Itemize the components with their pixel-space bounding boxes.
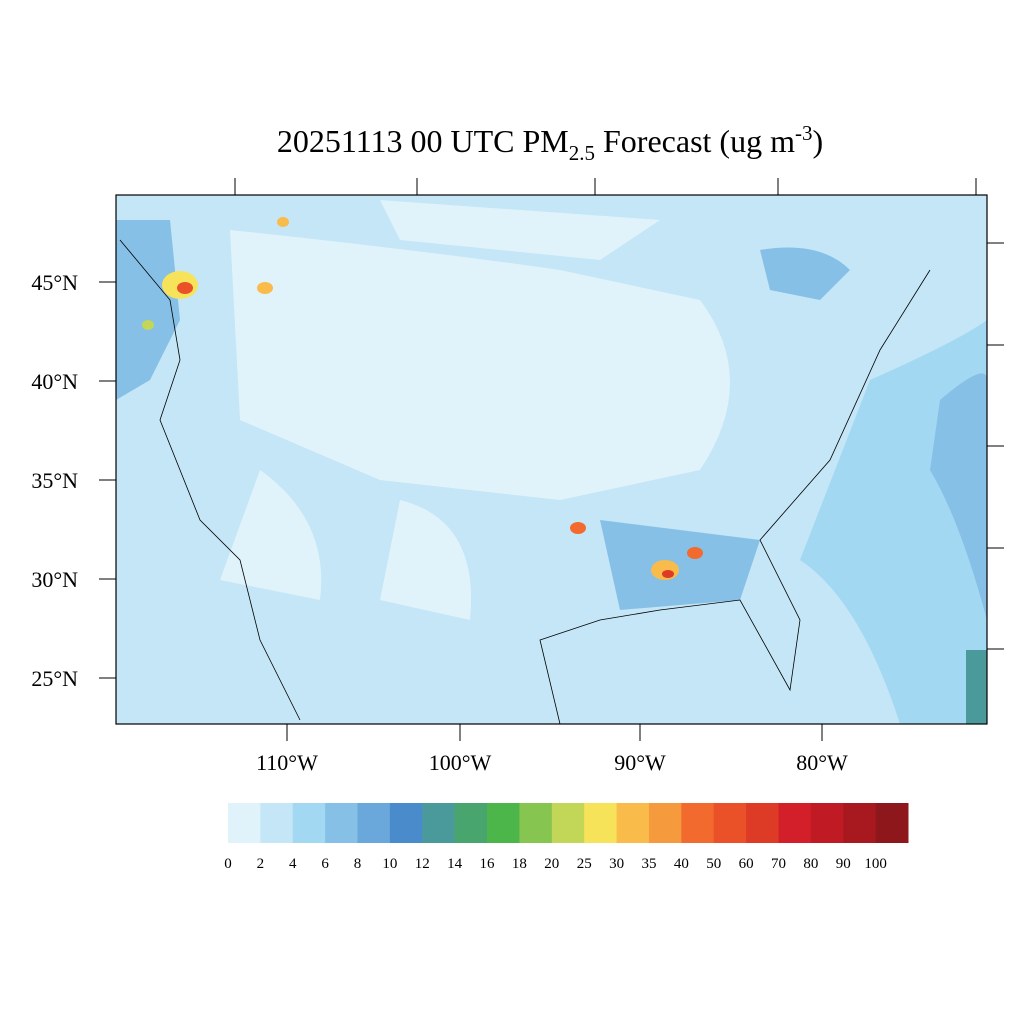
colorbar-box: [228, 803, 261, 843]
colorbar-label: 30: [609, 856, 624, 872]
latitude-label: 40°N: [31, 369, 78, 394]
title: 20251113 00 UTC PM2.5 Forecast (ug m-3): [277, 121, 823, 165]
colorbar-label: 60: [739, 856, 754, 872]
colorbar-box: [648, 803, 682, 843]
colorbar-label: 50: [706, 856, 721, 872]
colorbar-label: 80: [803, 856, 818, 872]
colorbar-box: [519, 803, 553, 843]
colorbar-box: [681, 803, 715, 843]
colorbar-label: 90: [836, 856, 851, 872]
colorbar-label: 2: [257, 856, 265, 872]
latitude-label: 25°N: [31, 666, 78, 691]
colorbar-label: 40: [674, 856, 689, 872]
colorbar-box: [551, 803, 585, 843]
colorbar-label: 100: [864, 856, 887, 872]
colorbar-box: [746, 803, 779, 843]
colorbar-label: 14: [447, 856, 463, 872]
title-superscript: -3: [795, 121, 813, 145]
colorbar-label: 0: [224, 856, 232, 872]
colorbar-label: 70: [771, 856, 786, 872]
colorbar-label: 12: [415, 856, 430, 872]
colorbar-box: [875, 803, 909, 843]
colorbar-box: [357, 803, 391, 843]
colorbar-label: 18: [512, 856, 527, 872]
longitude-label: 110°W: [256, 750, 318, 775]
colorbar-box: [422, 803, 456, 843]
longitude-label: 100°W: [429, 750, 492, 775]
colorbar-box: [843, 803, 877, 843]
title-text: 20251113 00 UTC PM: [277, 123, 569, 159]
colorbar-label: 8: [354, 856, 362, 872]
title-subscript: 2.5: [569, 141, 595, 165]
colorbar-label: 4: [289, 856, 297, 872]
colorbar-label: 20: [544, 856, 559, 872]
latitude-label: 45°N: [31, 270, 78, 295]
title-text: Forecast (ug m: [595, 123, 795, 159]
colorbar-box: [292, 803, 326, 843]
colorbar-box: [778, 803, 812, 843]
colorbar-label: 10: [382, 856, 397, 872]
map: [99, 178, 1004, 741]
colorbar-box: [454, 803, 488, 843]
colorbar-label: 25: [577, 856, 592, 872]
colorbar-label: 16: [480, 856, 496, 872]
colorbar-box: [713, 803, 747, 843]
colorbar-label: 35: [641, 856, 656, 872]
longitude-label: 80°W: [796, 750, 848, 775]
latitude-label: 35°N: [31, 468, 78, 493]
colorbar-box: [389, 803, 423, 843]
colorbar-box: [260, 803, 294, 843]
colorbar-box: [810, 803, 844, 843]
colorbar-label: 6: [321, 856, 329, 872]
colorbar-box: [325, 803, 359, 843]
title-text: ): [812, 123, 823, 159]
colorbar-box: [616, 803, 650, 843]
longitude-label: 90°W: [614, 750, 666, 775]
colorbar-box: [584, 803, 618, 843]
latitude-label: 30°N: [31, 567, 78, 592]
colorbar-box: [487, 803, 520, 843]
